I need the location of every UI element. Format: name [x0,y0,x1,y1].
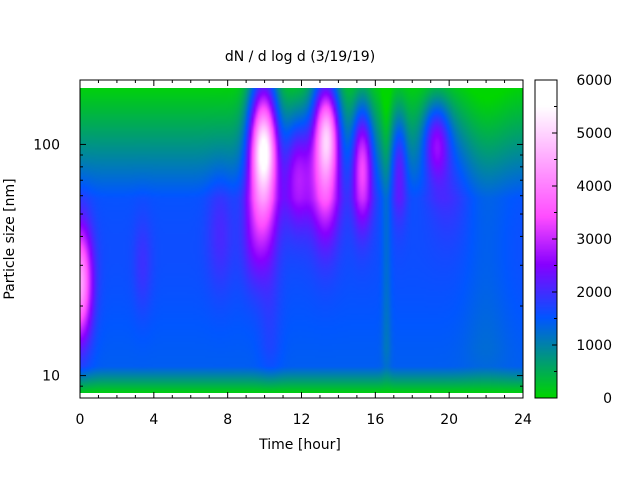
colorbar-tick-label: 5000 [576,126,612,142]
colorbar-tick-label: 0 [603,391,612,407]
x-tick-label: 16 [366,412,384,428]
colorbar-tick-label: 6000 [576,73,612,89]
colorbar-tick-label: 2000 [576,285,612,301]
y-axis-label: Particle size [nm] [2,178,18,299]
colorbar-ticks: 0 1000 2000 3000 4000 5000 6000 [552,73,612,407]
y-axis-ticks: 10 100 [33,137,523,399]
colorbar-tick-label: 1000 [576,338,612,354]
x-tick-label: 20 [440,412,458,428]
y-tick-label: 100 [33,137,60,153]
x-tick-label: 8 [223,412,232,428]
x-axis-ticks: 0 4 8 12 16 20 24 [76,80,532,428]
colorbar-image [535,80,557,398]
x-axis-label: Time [hour] [258,437,341,453]
x-tick-label: 0 [76,412,85,428]
chart-title: dN / d log d (3/19/19) [225,49,375,65]
colorbar-tick-label: 3000 [576,232,612,248]
heatmap-image [80,88,523,393]
x-tick-label: 12 [293,412,311,428]
colorbar-tick-label: 4000 [576,179,612,195]
x-tick-label: 24 [514,412,532,428]
y-tick-label: 10 [42,369,60,385]
x-tick-label: 4 [149,412,158,428]
